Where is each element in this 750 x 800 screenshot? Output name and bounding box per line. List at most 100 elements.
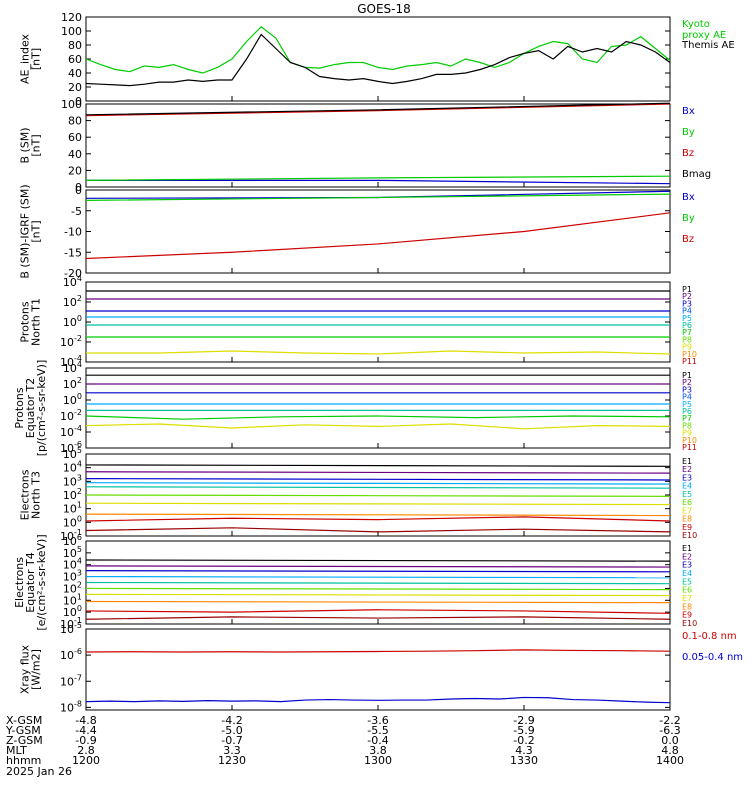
- legend-entry: By: [682, 213, 695, 224]
- legend-entry: P6: [682, 407, 692, 416]
- legend-entry: 0.1-0.8 nm: [682, 631, 737, 642]
- legend-entry: By: [682, 127, 695, 138]
- series-E2: [85, 471, 671, 474]
- legend-entry: P4: [682, 307, 692, 316]
- legend-entry: Kyoto proxy AE: [682, 19, 726, 41]
- x-row-value: -0.7: [221, 734, 242, 747]
- series-E10: [85, 527, 671, 533]
- y-tick-label: 60: [68, 131, 82, 144]
- legend-entry: E9: [682, 523, 692, 532]
- legend-entry: E10: [682, 531, 697, 540]
- legend-entry: P10: [682, 436, 697, 445]
- x-row-value: -0.9: [75, 734, 96, 747]
- y-tick-label: 40: [68, 67, 82, 80]
- x-row-value: 4.3: [515, 744, 533, 757]
- series-E3: [85, 570, 671, 573]
- figure-title: GOES-18: [357, 2, 411, 16]
- legend-entry: P11: [682, 357, 697, 366]
- legend-entry: P6: [682, 321, 692, 330]
- series-E10: [85, 616, 671, 620]
- x-row-value: 1230: [218, 754, 246, 767]
- legend-entry: E9: [682, 611, 692, 620]
- y-axis-label: ElectronsEquator T4[e/(cm²-s-sr-keV)]: [13, 534, 48, 630]
- legend-entry: 0.05-0.4 nm: [682, 652, 743, 663]
- legend-entry: P9: [682, 429, 692, 438]
- x-row-label: MLT: [6, 744, 27, 757]
- y-tick-label: 100: [61, 98, 82, 111]
- x-row-value: -4.4: [75, 724, 96, 737]
- legend-entry: P5: [682, 400, 692, 409]
- x-row-value: 4.8: [661, 744, 679, 757]
- y-tick-label: -5: [71, 205, 82, 218]
- y-tick-label: -20: [64, 267, 82, 280]
- legend-entry: E8: [682, 515, 692, 524]
- series-P7: [86, 350, 671, 355]
- x-row-value: 1300: [364, 754, 392, 767]
- series-E4: [85, 482, 671, 485]
- x-row-value: -0.2: [513, 734, 534, 747]
- x-row-label: Z-GSM: [6, 734, 43, 747]
- y-tick-label: 40: [68, 148, 82, 161]
- x-row-value: 3.3: [223, 744, 241, 757]
- panel-bsm: 0 20 40 60 80 100 B (SM)[nT] Bx By Bz Bmag: [19, 98, 712, 194]
- y-tick-label: 0: [75, 181, 82, 194]
- legend-entry: Bz: [682, 234, 694, 245]
- legend-entry: P3: [682, 299, 692, 308]
- x-row-value: 3.8: [369, 744, 387, 757]
- legend-entry: P1: [682, 285, 692, 294]
- x-row-value: -2.9: [513, 714, 534, 727]
- legend-entry: E10: [682, 619, 697, 628]
- series-E7: [85, 593, 671, 597]
- legend-entry: P11: [682, 443, 697, 452]
- series-E9: [85, 609, 671, 614]
- legend-entry: E4: [682, 482, 692, 491]
- legend-entry: Bx: [682, 192, 695, 203]
- legend-entry: E7: [682, 506, 692, 515]
- series-By: [85, 175, 671, 181]
- legend-entry: P3: [682, 385, 692, 394]
- x-row-label: X-GSM: [6, 714, 42, 727]
- x-row-value: -5.5: [367, 724, 388, 737]
- legend-entry: P7: [682, 328, 692, 337]
- series-Bz: [85, 103, 671, 117]
- series-P6: [85, 415, 671, 420]
- series-Bx: [86, 179, 671, 185]
- legend-entry: E6: [682, 498, 692, 507]
- legend-entry: P9: [682, 343, 692, 352]
- legend-entry: Bz: [682, 148, 694, 159]
- series-Bz: [85, 212, 671, 260]
- x-row-value: 2.8: [77, 744, 95, 757]
- x-row-value: -0.4: [367, 734, 388, 747]
- legend-entry: P2: [682, 378, 692, 387]
- series-E5: [85, 486, 671, 489]
- legend-entry: E5: [682, 577, 692, 586]
- legend-entry: E1: [682, 457, 692, 466]
- x-row-value: -4.2: [221, 714, 242, 727]
- series-Bmag: [85, 102, 671, 116]
- x-row-value: 1400: [656, 754, 684, 767]
- y-tick-label: 100: [61, 25, 82, 38]
- x-axis-annotation: X-GSM -4.8 -4.2 -3.6 -2.9 -2.2 Y-GSM -4.4 -5.0 -5…: [5, 714, 684, 767]
- legend-entry: E8: [682, 602, 692, 611]
- y-tick-label: 80: [68, 115, 82, 128]
- y-tick-label: 20: [68, 81, 82, 94]
- legend-entry: P8: [682, 421, 692, 430]
- legend-entry: P2: [682, 292, 692, 301]
- panel-bigrf: -20 -15 -10 -5 0 B (SM)-IGRF (SM)[nT] Bx By Bz: [19, 184, 695, 280]
- series-Themis-AE: [85, 33, 671, 87]
- series-E6: [85, 587, 671, 591]
- legend-entry: E2: [682, 552, 692, 561]
- x-row-value: -6.3: [659, 724, 680, 737]
- series-E8: [85, 513, 671, 517]
- y-axis-label: ElectronsNorth T3: [19, 469, 43, 520]
- x-row-value: -4.8: [75, 714, 96, 727]
- panel-ee: 10-1100101102103104105106ElectronsEquato…: [13, 533, 697, 631]
- series-0.05-0.4-nm: [85, 696, 671, 704]
- x-row-value: 0.0: [661, 734, 679, 747]
- y-tick-label: 0: [75, 95, 82, 108]
